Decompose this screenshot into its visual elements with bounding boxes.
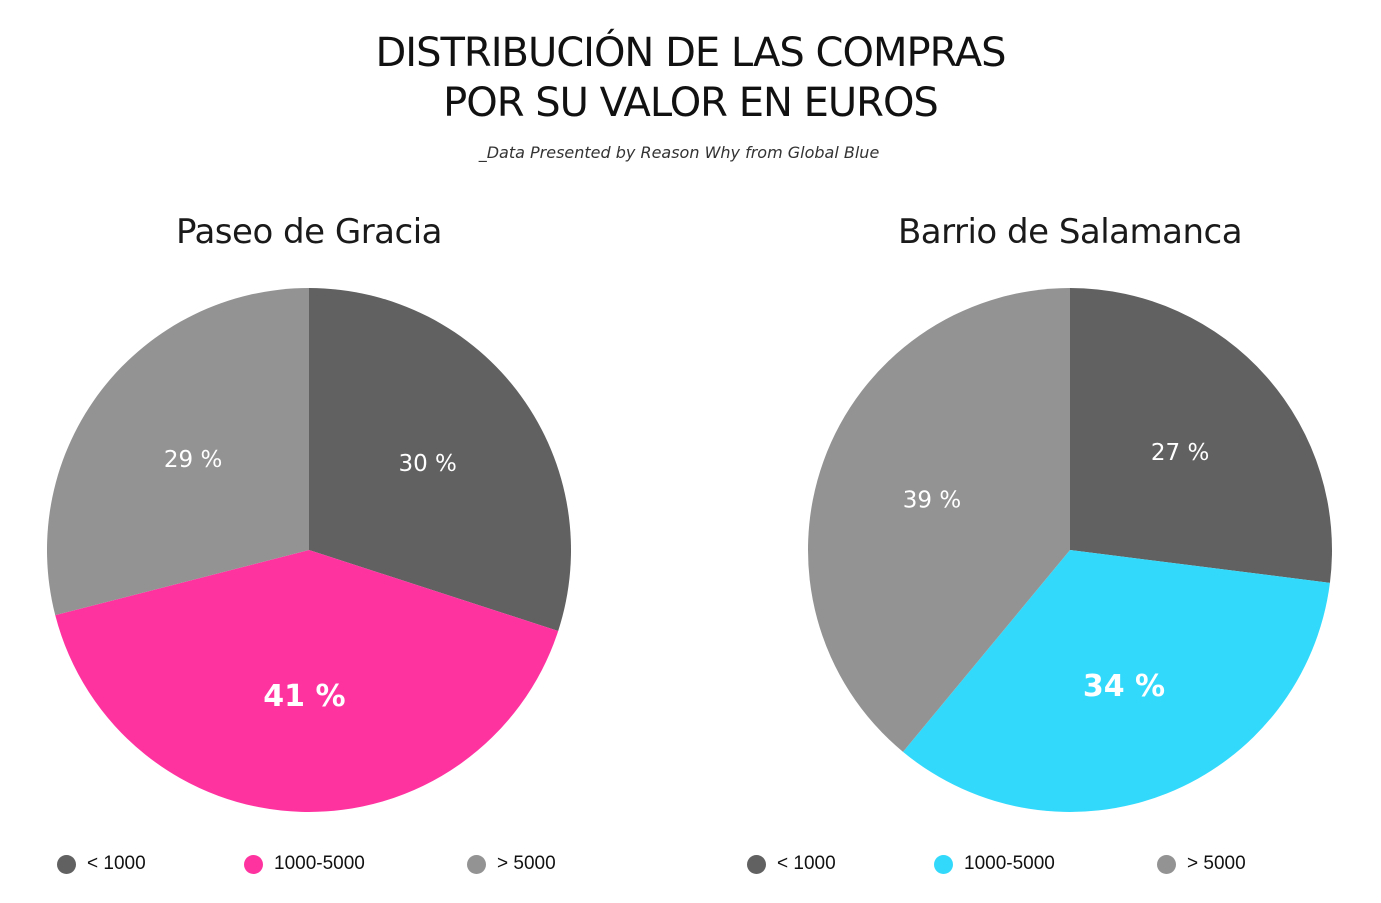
legend-item-gt-5000: > 5000 (467, 853, 556, 875)
legend-swatch (934, 854, 953, 874)
data-label-1000-5000: 34 % (1083, 669, 1165, 704)
legend-swatch (467, 854, 486, 874)
page-title: DISTRIBUCIÓN DE LAS COMPRAS POR SU VALOR… (0, 28, 1381, 128)
legend-item-lt-1000: < 1000 (747, 853, 836, 875)
legend-label: > 5000 (1187, 853, 1246, 874)
legend-label: 1000-5000 (964, 853, 1055, 874)
pie-slice-lt-1000 (1070, 288, 1332, 583)
data-label-lt-1000: 30 % (398, 451, 456, 477)
pie-slice-gt-5000 (808, 288, 1070, 752)
pie-chart-paseo-de-gracia: 30 % 41 % 29 % (46, 288, 572, 813)
legend-item-gt-5000: > 5000 (1157, 853, 1246, 875)
data-label-lt-1000: 27 % (1151, 440, 1209, 466)
legend-label: > 5000 (497, 853, 556, 874)
chart-title-barrio-de-salamanca: Barrio de Salamanca (897, 212, 1243, 252)
pie-chart-barrio-de-salamanca: 27 % 34 % 39 % (808, 288, 1332, 812)
legend-swatch (747, 854, 766, 874)
page-title-line-1: DISTRIBUCIÓN DE LAS COMPRAS (375, 30, 1006, 76)
pie-slice-1000-5000 (902, 550, 1330, 812)
legend-item-1000-5000: 1000-5000 (244, 853, 365, 875)
legend-label: < 1000 (87, 853, 146, 874)
data-label-1000-5000: 41 % (263, 679, 345, 714)
page-title-line-2: POR SU VALOR EN EUROS (443, 80, 939, 126)
legend-barrio-de-salamanca: < 1000 1000-5000 > 5000 (690, 853, 1381, 883)
pie-slice-lt-1000 (309, 288, 572, 631)
legend-item-1000-5000: 1000-5000 (934, 853, 1055, 875)
data-label-gt-5000: 39 % (903, 487, 961, 513)
pie-slice-1000-5000 (55, 550, 559, 813)
legend-label: < 1000 (777, 853, 836, 874)
legend-label: 1000-5000 (274, 853, 365, 874)
pie-slice-gt-5000 (46, 288, 309, 616)
chart-title-paseo-de-gracia: Paseo de Gracia (176, 212, 443, 252)
page-subtitle: _Data Presented by Reason Why from Globa… (478, 143, 880, 162)
legend-paseo-de-gracia: < 1000 1000-5000 > 5000 (0, 853, 690, 883)
legend-swatch (1157, 854, 1176, 874)
legend-swatch (244, 854, 263, 874)
legend-item-lt-1000: < 1000 (57, 853, 146, 875)
data-label-gt-5000: 29 % (164, 447, 222, 473)
legend-swatch (57, 854, 76, 874)
